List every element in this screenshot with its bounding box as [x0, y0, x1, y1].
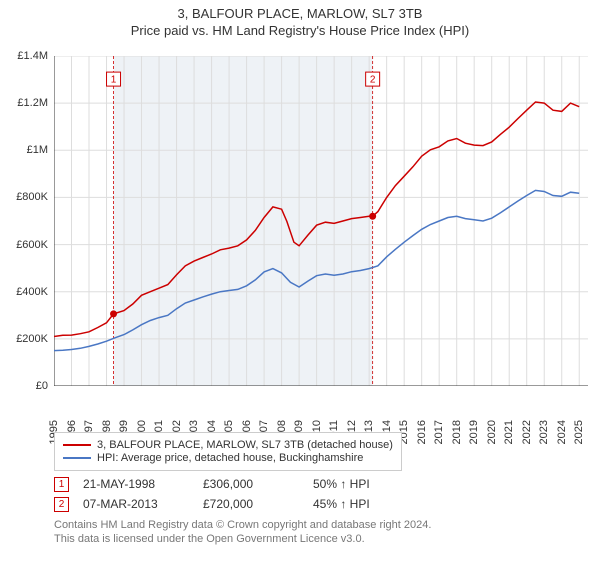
page-title: 3, BALFOUR PLACE, MARLOW, SL7 3TB	[0, 6, 600, 21]
svg-text:1: 1	[111, 75, 117, 86]
footer-line-2: This data is licensed under the Open Gov…	[54, 532, 431, 546]
legend-label: 3, BALFOUR PLACE, MARLOW, SL7 3TB (detac…	[97, 439, 393, 451]
x-tick-label: 2025	[573, 420, 585, 444]
y-tick-label: £0	[36, 380, 48, 392]
annotation-delta: 50% ↑ HPI	[313, 477, 423, 491]
annotation-date: 07-MAR-2013	[83, 497, 203, 511]
annotation-badge: 2	[54, 497, 69, 512]
marker-badge: 2	[366, 72, 380, 86]
x-tick-label: 2020	[486, 420, 498, 444]
y-tick-label: £200K	[16, 333, 48, 345]
annotation-date: 21-MAY-1998	[83, 477, 203, 491]
annotation-row: 2 07-MAR-2013£720,00045% ↑ HPI	[54, 494, 423, 514]
y-axis: £0£200K£400K£600K£800K£1M£1.2M£1.4M	[0, 56, 54, 386]
x-tick-label: 2022	[521, 420, 533, 444]
svg-text:2: 2	[370, 75, 376, 86]
y-tick-label: £800K	[16, 191, 48, 203]
chart-svg: 12	[54, 56, 588, 386]
y-tick-label: £400K	[16, 286, 48, 298]
x-tick-label: 2018	[451, 420, 463, 444]
chart-plot-area: 12	[54, 56, 588, 386]
y-tick-label: £600K	[16, 239, 48, 251]
marker-badge: 1	[107, 72, 121, 86]
y-tick-label: £1.4M	[17, 50, 48, 62]
annotation-price: £306,000	[203, 477, 313, 491]
y-tick-label: £1.2M	[17, 97, 48, 109]
x-tick-label: 2023	[538, 420, 550, 444]
y-tick-label: £1M	[27, 144, 48, 156]
legend-swatch	[63, 444, 91, 446]
legend: 3, BALFOUR PLACE, MARLOW, SL7 3TB (detac…	[54, 432, 402, 471]
x-tick-label: 2017	[433, 420, 445, 444]
footer-attribution: Contains HM Land Registry data © Crown c…	[54, 518, 431, 547]
legend-swatch	[63, 457, 91, 459]
annotation-row: 1 21-MAY-1998£306,00050% ↑ HPI	[54, 474, 423, 494]
annotation-table: 1 21-MAY-1998£306,00050% ↑ HPI 2 07-MAR-201…	[54, 474, 423, 514]
annotation-price: £720,000	[203, 497, 313, 511]
legend-item: HPI: Average price, detached house, Buck…	[63, 452, 393, 464]
annotation-delta: 45% ↑ HPI	[313, 497, 423, 511]
x-tick-label: 2019	[468, 420, 480, 444]
legend-item: 3, BALFOUR PLACE, MARLOW, SL7 3TB (detac…	[63, 439, 393, 451]
page-subtitle: Price paid vs. HM Land Registry's House …	[0, 23, 600, 38]
x-tick-label: 2024	[556, 420, 568, 444]
legend-label: HPI: Average price, detached house, Buck…	[97, 452, 363, 464]
x-tick-label: 2021	[503, 420, 515, 444]
x-axis: 1995199619971998199920002001200220032004…	[54, 386, 588, 430]
annotation-badge: 1	[54, 477, 69, 492]
x-tick-label: 2016	[416, 420, 428, 444]
footer-line-1: Contains HM Land Registry data © Crown c…	[54, 518, 431, 532]
